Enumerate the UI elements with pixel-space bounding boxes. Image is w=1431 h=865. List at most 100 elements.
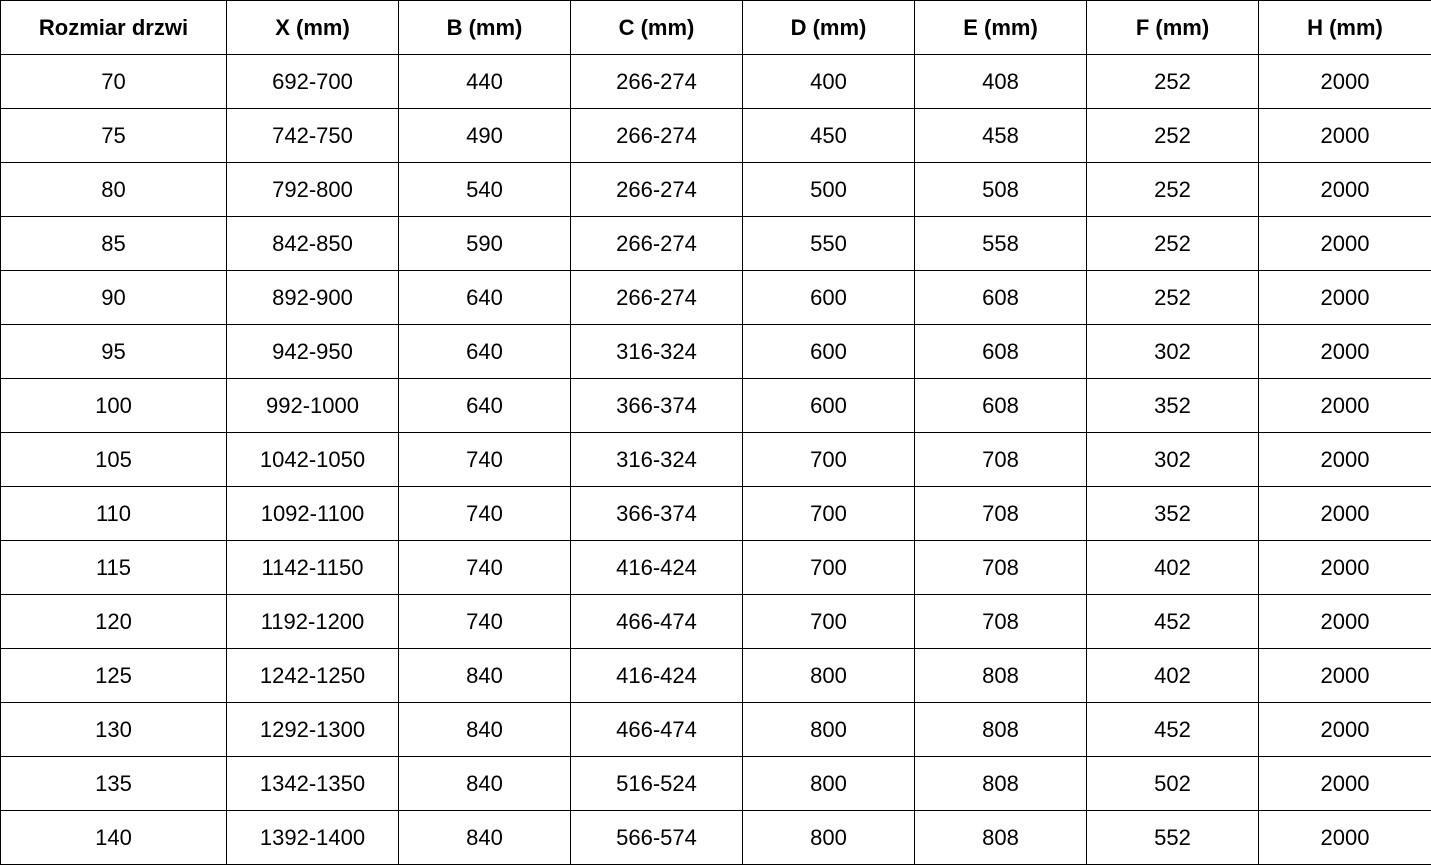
table-cell: 566-574 <box>570 810 743 865</box>
column-header: H (mm) <box>1258 0 1431 55</box>
table-cell: 500 <box>742 162 915 217</box>
table-cell: 792-800 <box>226 162 399 217</box>
table-cell: 552 <box>1086 810 1259 865</box>
table-cell: 408 <box>914 54 1087 109</box>
table-cell: 600 <box>742 270 915 325</box>
column-header: Rozmiar drzwi <box>0 0 227 55</box>
table-cell: 252 <box>1086 162 1259 217</box>
table-cell: 80 <box>0 162 227 217</box>
table-cell: 740 <box>398 432 571 487</box>
table-cell: 740 <box>398 594 571 649</box>
table-cell: 2000 <box>1258 162 1431 217</box>
column-header: E (mm) <box>914 0 1087 55</box>
table-cell: 452 <box>1086 594 1259 649</box>
table-row: 140 1392-1400 840 566-574 800 808 552 2000 <box>0 810 1431 865</box>
table-cell: 590 <box>398 216 571 271</box>
table-cell: 1242-1250 <box>226 648 399 703</box>
table-cell: 2000 <box>1258 378 1431 433</box>
table-cell: 502 <box>1086 756 1259 811</box>
table-cell: 742-750 <box>226 108 399 163</box>
table-cell: 708 <box>914 540 1087 595</box>
table-cell: 808 <box>914 756 1087 811</box>
table-cell: 366-374 <box>570 378 743 433</box>
table-row: 105 1042-1050 740 316-324 700 708 302 2000 <box>0 432 1431 487</box>
column-header: X (mm) <box>226 0 399 55</box>
table-cell: 2000 <box>1258 486 1431 541</box>
table-cell: 540 <box>398 162 571 217</box>
table-row: 110 1092-1100 740 366-374 700 708 352 2000 <box>0 486 1431 541</box>
table-cell: 2000 <box>1258 810 1431 865</box>
table-cell: 252 <box>1086 216 1259 271</box>
table-cell: 640 <box>398 270 571 325</box>
table-cell: 800 <box>742 756 915 811</box>
table-cell: 458 <box>914 108 1087 163</box>
table-cell: 700 <box>742 486 915 541</box>
table-cell: 708 <box>914 432 1087 487</box>
table-row: 90 892-900 640 266-274 600 608 252 2000 <box>0 270 1431 325</box>
table-row: 135 1342-1350 840 516-524 800 808 502 2000 <box>0 756 1431 811</box>
table-row: 130 1292-1300 840 466-474 800 808 452 2000 <box>0 702 1431 757</box>
column-header: B (mm) <box>398 0 571 55</box>
table-cell: 2000 <box>1258 270 1431 325</box>
table-cell: 316-324 <box>570 432 743 487</box>
table-row: 120 1192-1200 740 466-474 700 708 452 2000 <box>0 594 1431 649</box>
table-cell: 266-274 <box>570 108 743 163</box>
table-cell: 400 <box>742 54 915 109</box>
table-cell: 140 <box>0 810 227 865</box>
table-cell: 2000 <box>1258 324 1431 379</box>
table-row: 95 942-950 640 316-324 600 608 302 2000 <box>0 324 1431 379</box>
table-cell: 640 <box>398 324 571 379</box>
table-cell: 1042-1050 <box>226 432 399 487</box>
table-cell: 402 <box>1086 540 1259 595</box>
table-cell: 808 <box>914 702 1087 757</box>
table-cell: 466-474 <box>570 702 743 757</box>
table-cell: 252 <box>1086 54 1259 109</box>
table-row: 75 742-750 490 266-274 450 458 252 2000 <box>0 108 1431 163</box>
table-cell: 700 <box>742 594 915 649</box>
table-cell: 490 <box>398 108 571 163</box>
table-cell: 302 <box>1086 324 1259 379</box>
table-cell: 740 <box>398 486 571 541</box>
table-cell: 800 <box>742 810 915 865</box>
table-cell: 416-424 <box>570 540 743 595</box>
table-cell: 266-274 <box>570 162 743 217</box>
table-row: 125 1242-1250 840 416-424 800 808 402 2000 <box>0 648 1431 703</box>
table-cell: 2000 <box>1258 756 1431 811</box>
table-cell: 2000 <box>1258 54 1431 109</box>
table-cell: 1342-1350 <box>226 756 399 811</box>
table-cell: 608 <box>914 270 1087 325</box>
table-cell: 85 <box>0 216 227 271</box>
table-row: 100 992-1000 640 366-374 600 608 352 2000 <box>0 378 1431 433</box>
table-body: 70 692-700 440 266-274 400 408 252 2000 75 742-75… <box>0 54 1431 865</box>
header-row: Rozmiar drzwi X (mm) B (mm) C (mm) D (mm) E (… <box>0 0 1431 55</box>
table-cell: 75 <box>0 108 227 163</box>
table-cell: 700 <box>742 540 915 595</box>
table-cell: 125 <box>0 648 227 703</box>
table-cell: 892-900 <box>226 270 399 325</box>
table-cell: 550 <box>742 216 915 271</box>
table-cell: 2000 <box>1258 594 1431 649</box>
table-cell: 115 <box>0 540 227 595</box>
table-cell: 700 <box>742 432 915 487</box>
table-cell: 100 <box>0 378 227 433</box>
table-cell: 366-374 <box>570 486 743 541</box>
table-cell: 708 <box>914 594 1087 649</box>
table-cell: 2000 <box>1258 108 1431 163</box>
table-row: 85 842-850 590 266-274 550 558 252 2000 <box>0 216 1431 271</box>
table-cell: 2000 <box>1258 216 1431 271</box>
table-cell: 302 <box>1086 432 1259 487</box>
table-cell: 252 <box>1086 108 1259 163</box>
table-cell: 95 <box>0 324 227 379</box>
table-cell: 105 <box>0 432 227 487</box>
table-cell: 740 <box>398 540 571 595</box>
table-cell: 942-950 <box>226 324 399 379</box>
table-cell: 842-850 <box>226 216 399 271</box>
table-cell: 692-700 <box>226 54 399 109</box>
table-cell: 2000 <box>1258 648 1431 703</box>
table-cell: 600 <box>742 324 915 379</box>
table-cell: 1192-1200 <box>226 594 399 649</box>
table-cell: 402 <box>1086 648 1259 703</box>
table-cell: 2000 <box>1258 540 1431 595</box>
table-cell: 266-274 <box>570 216 743 271</box>
